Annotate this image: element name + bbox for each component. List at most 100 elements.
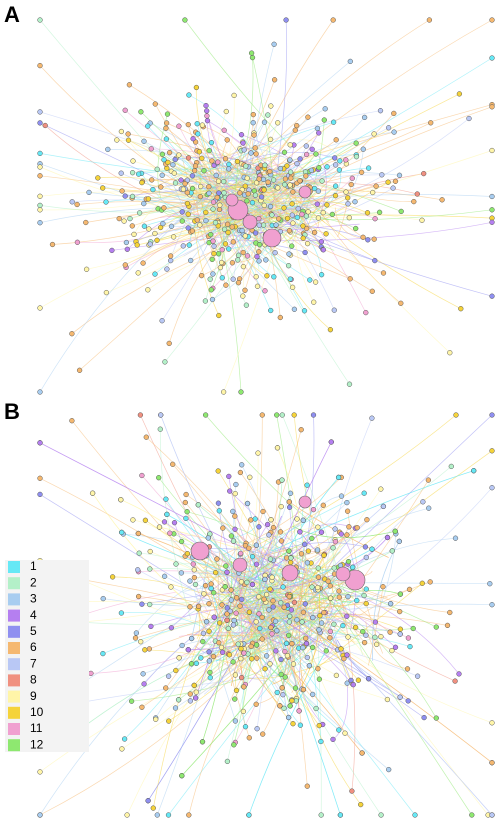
node xyxy=(103,199,109,205)
node xyxy=(37,440,43,446)
node xyxy=(363,554,369,561)
node xyxy=(343,189,349,195)
node xyxy=(319,178,325,184)
node xyxy=(270,177,277,183)
edge xyxy=(116,139,166,168)
node xyxy=(157,224,164,231)
node xyxy=(304,783,310,789)
edge xyxy=(39,122,173,187)
edge xyxy=(245,548,373,598)
node xyxy=(315,188,322,194)
node xyxy=(309,644,316,651)
node xyxy=(358,801,364,808)
edge xyxy=(271,470,474,552)
node xyxy=(302,541,308,547)
legend-swatch xyxy=(8,723,20,735)
edge xyxy=(261,213,281,318)
node xyxy=(168,257,174,264)
node xyxy=(261,119,268,125)
edge xyxy=(173,185,214,275)
node xyxy=(332,183,339,189)
node xyxy=(384,696,391,703)
edge xyxy=(241,623,301,726)
node xyxy=(286,251,292,257)
node xyxy=(315,574,322,580)
node xyxy=(248,643,254,650)
node xyxy=(196,149,203,155)
node xyxy=(172,705,179,711)
node xyxy=(233,481,239,488)
node xyxy=(224,611,230,617)
edge xyxy=(269,171,356,193)
hub-node xyxy=(190,541,210,561)
node xyxy=(160,220,166,227)
node xyxy=(407,643,413,650)
node xyxy=(254,253,260,260)
edge xyxy=(224,122,265,219)
node xyxy=(314,547,321,553)
node xyxy=(452,535,459,541)
node xyxy=(318,812,324,818)
node xyxy=(269,574,275,580)
node xyxy=(327,327,334,333)
node xyxy=(140,260,146,266)
edge xyxy=(240,472,301,595)
node xyxy=(37,173,43,179)
node xyxy=(219,247,225,253)
node xyxy=(332,526,338,532)
node xyxy=(282,182,288,188)
node xyxy=(250,120,256,126)
node xyxy=(271,274,277,280)
node xyxy=(332,539,339,545)
edge xyxy=(191,548,212,639)
node xyxy=(37,109,43,115)
edges xyxy=(39,414,493,816)
node xyxy=(489,812,495,818)
node xyxy=(189,228,196,234)
node xyxy=(118,170,124,176)
node xyxy=(119,529,125,536)
node xyxy=(259,412,265,418)
node xyxy=(359,750,365,756)
edge xyxy=(271,212,316,283)
node xyxy=(287,703,293,709)
node xyxy=(341,656,347,662)
node xyxy=(178,538,185,545)
node xyxy=(314,201,320,207)
node xyxy=(421,714,427,721)
node xyxy=(315,215,322,221)
node xyxy=(238,132,245,138)
node xyxy=(200,638,206,645)
node xyxy=(246,735,252,741)
edge xyxy=(198,504,308,602)
node xyxy=(185,211,191,217)
edge xyxy=(234,581,490,585)
node xyxy=(433,715,439,721)
node xyxy=(210,653,217,660)
edge xyxy=(320,418,373,606)
node xyxy=(354,597,360,604)
node xyxy=(243,163,249,169)
node xyxy=(327,635,333,641)
node xyxy=(185,647,191,653)
edge xyxy=(342,589,460,675)
node xyxy=(270,604,276,610)
nodes xyxy=(37,17,495,395)
node xyxy=(207,675,213,681)
node xyxy=(224,137,230,143)
node xyxy=(165,159,171,166)
node xyxy=(100,185,106,191)
node xyxy=(281,205,287,211)
edge xyxy=(255,192,308,234)
node xyxy=(209,256,215,263)
edge xyxy=(221,218,306,263)
node xyxy=(336,588,342,594)
node xyxy=(270,598,276,604)
node xyxy=(323,231,329,237)
node xyxy=(287,142,293,148)
edge xyxy=(337,184,352,238)
node xyxy=(340,622,346,629)
edge xyxy=(168,546,277,677)
node xyxy=(297,529,303,535)
node xyxy=(244,579,250,586)
